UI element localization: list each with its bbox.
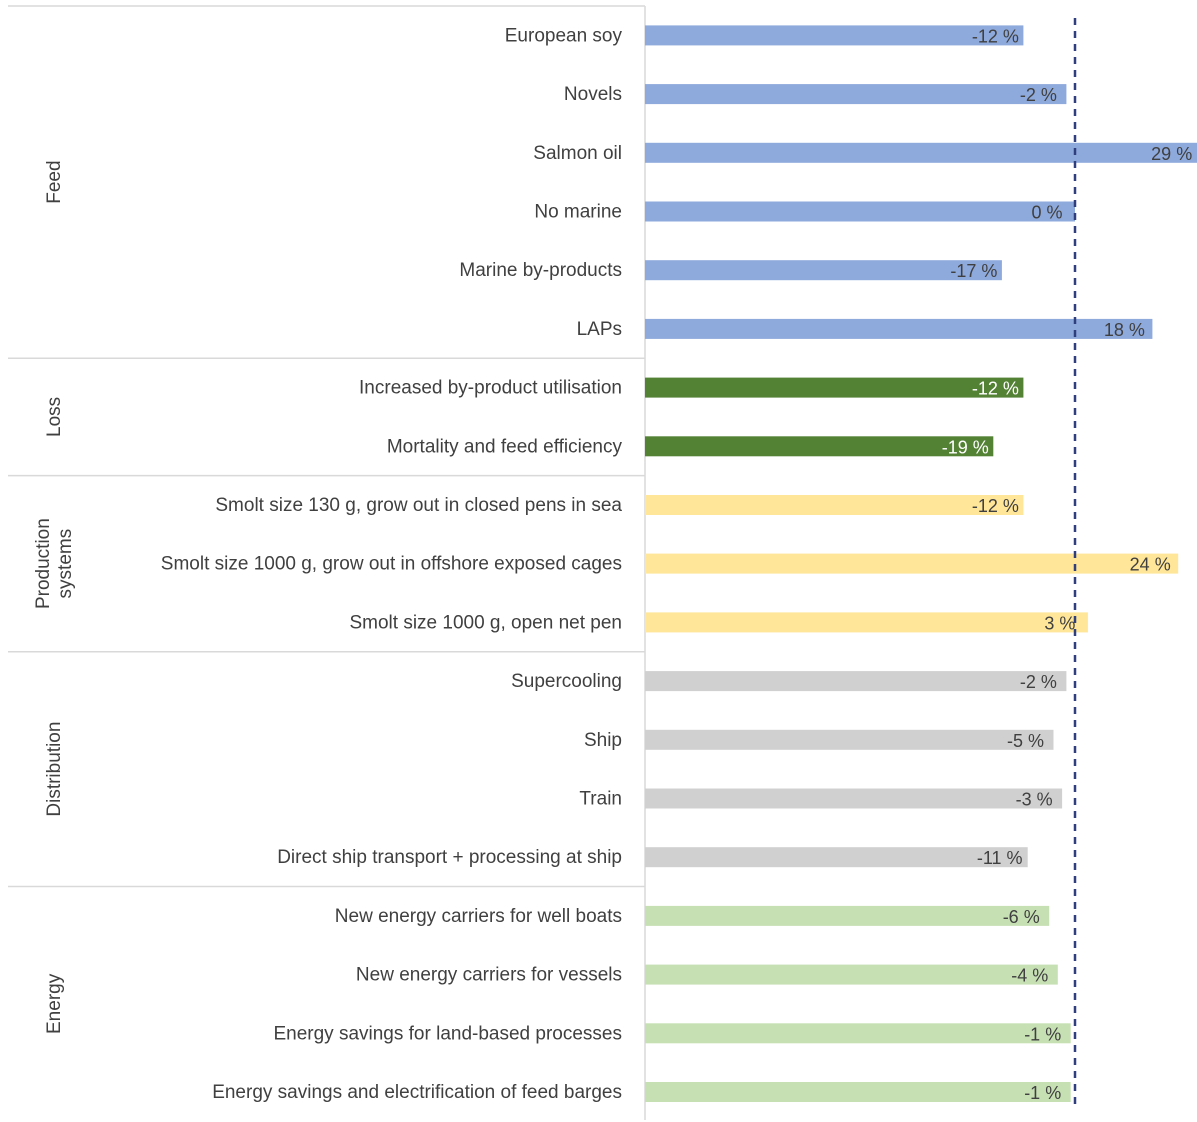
bar: [645, 1023, 1071, 1044]
bar: [645, 436, 994, 457]
data-label: -12 %: [972, 379, 1019, 399]
data-label: 18 %: [1104, 320, 1145, 340]
category-label: Ship: [584, 730, 622, 751]
data-label: -1 %: [1024, 1024, 1061, 1044]
category-label: Mortality and feed efficiency: [387, 436, 623, 457]
group-label: Energy: [44, 973, 65, 1034]
data-label: -12 %: [972, 26, 1019, 46]
category-label: Novels: [564, 84, 622, 105]
group-labels: Feed Loss Productionsystems Distribution Ene…: [33, 160, 76, 1034]
category-label: Increased by-product utilisation: [359, 378, 622, 399]
data-label: -12 %: [972, 496, 1019, 516]
bar: [645, 495, 1024, 515]
bar: [645, 25, 1024, 46]
data-label: 24 %: [1130, 555, 1171, 575]
category-label: Energy savings and electrification of fe…: [212, 1082, 622, 1103]
data-label: -2 %: [1020, 85, 1057, 105]
category-label: No marine: [534, 202, 622, 223]
bar: [645, 612, 1088, 633]
data-label: -17 %: [950, 261, 997, 281]
bar: [645, 671, 1067, 692]
category-label: Salmon oil: [533, 143, 622, 164]
data-label: 0 %: [1031, 203, 1062, 223]
category-label: European soy: [505, 25, 623, 46]
group-label: Loss: [44, 397, 65, 437]
category-label: New energy carriers for vessels: [356, 965, 622, 986]
category-label: LAPs: [577, 319, 622, 340]
data-label: -5 %: [1007, 731, 1044, 751]
bar: [645, 84, 1067, 105]
bar: [645, 847, 1028, 868]
bar: [645, 905, 1050, 926]
bar: [645, 729, 1054, 750]
group-separators: [8, 5, 645, 888]
category-label: Supercooling: [511, 671, 622, 692]
category-labels: European soy Novels Salmon oil No marine Mar…: [161, 25, 623, 1103]
data-label: -1 %: [1024, 1083, 1061, 1103]
category-label: Smolt size 1000 g, open net pen: [349, 612, 622, 633]
group-label: Productionsystems: [33, 518, 76, 609]
bar: [645, 1082, 1071, 1102]
value-labels: -12 % -2 % 29 % 0 % -17 % 18 % -12 % -19 % -12 %…: [942, 26, 1192, 1103]
category-label: Smolt size 130 g, grow out in closed pen…: [215, 495, 622, 516]
data-label: 29 %: [1151, 144, 1192, 164]
data-label: -19 %: [942, 437, 989, 457]
bar: [645, 964, 1058, 985]
category-label: Marine by-products: [459, 260, 622, 281]
data-label: -4 %: [1011, 966, 1048, 986]
bar: [645, 377, 1024, 398]
bar: [645, 142, 1197, 163]
category-label: Direct ship transport + processing at sh…: [277, 847, 622, 868]
category-label: New energy carriers for well boats: [335, 906, 622, 927]
group-label: Feed: [44, 160, 65, 203]
category-label: Energy savings for land-based processes: [273, 1023, 622, 1044]
bar: [645, 318, 1153, 339]
data-label: -6 %: [1003, 907, 1040, 927]
group-label: Distribution: [44, 722, 65, 817]
category-label: Smolt size 1000 g, grow out in offshore …: [161, 554, 622, 575]
bar: [645, 201, 1075, 222]
data-label: 3 %: [1044, 613, 1075, 633]
bar: [645, 260, 1002, 281]
bars-layer: [645, 25, 1197, 1102]
data-label: -2 %: [1020, 672, 1057, 692]
category-label: Train: [579, 789, 622, 810]
bar: [645, 553, 1179, 574]
data-label: -11 %: [977, 848, 1023, 868]
data-label: -3 %: [1016, 790, 1053, 810]
bar: [645, 788, 1063, 809]
